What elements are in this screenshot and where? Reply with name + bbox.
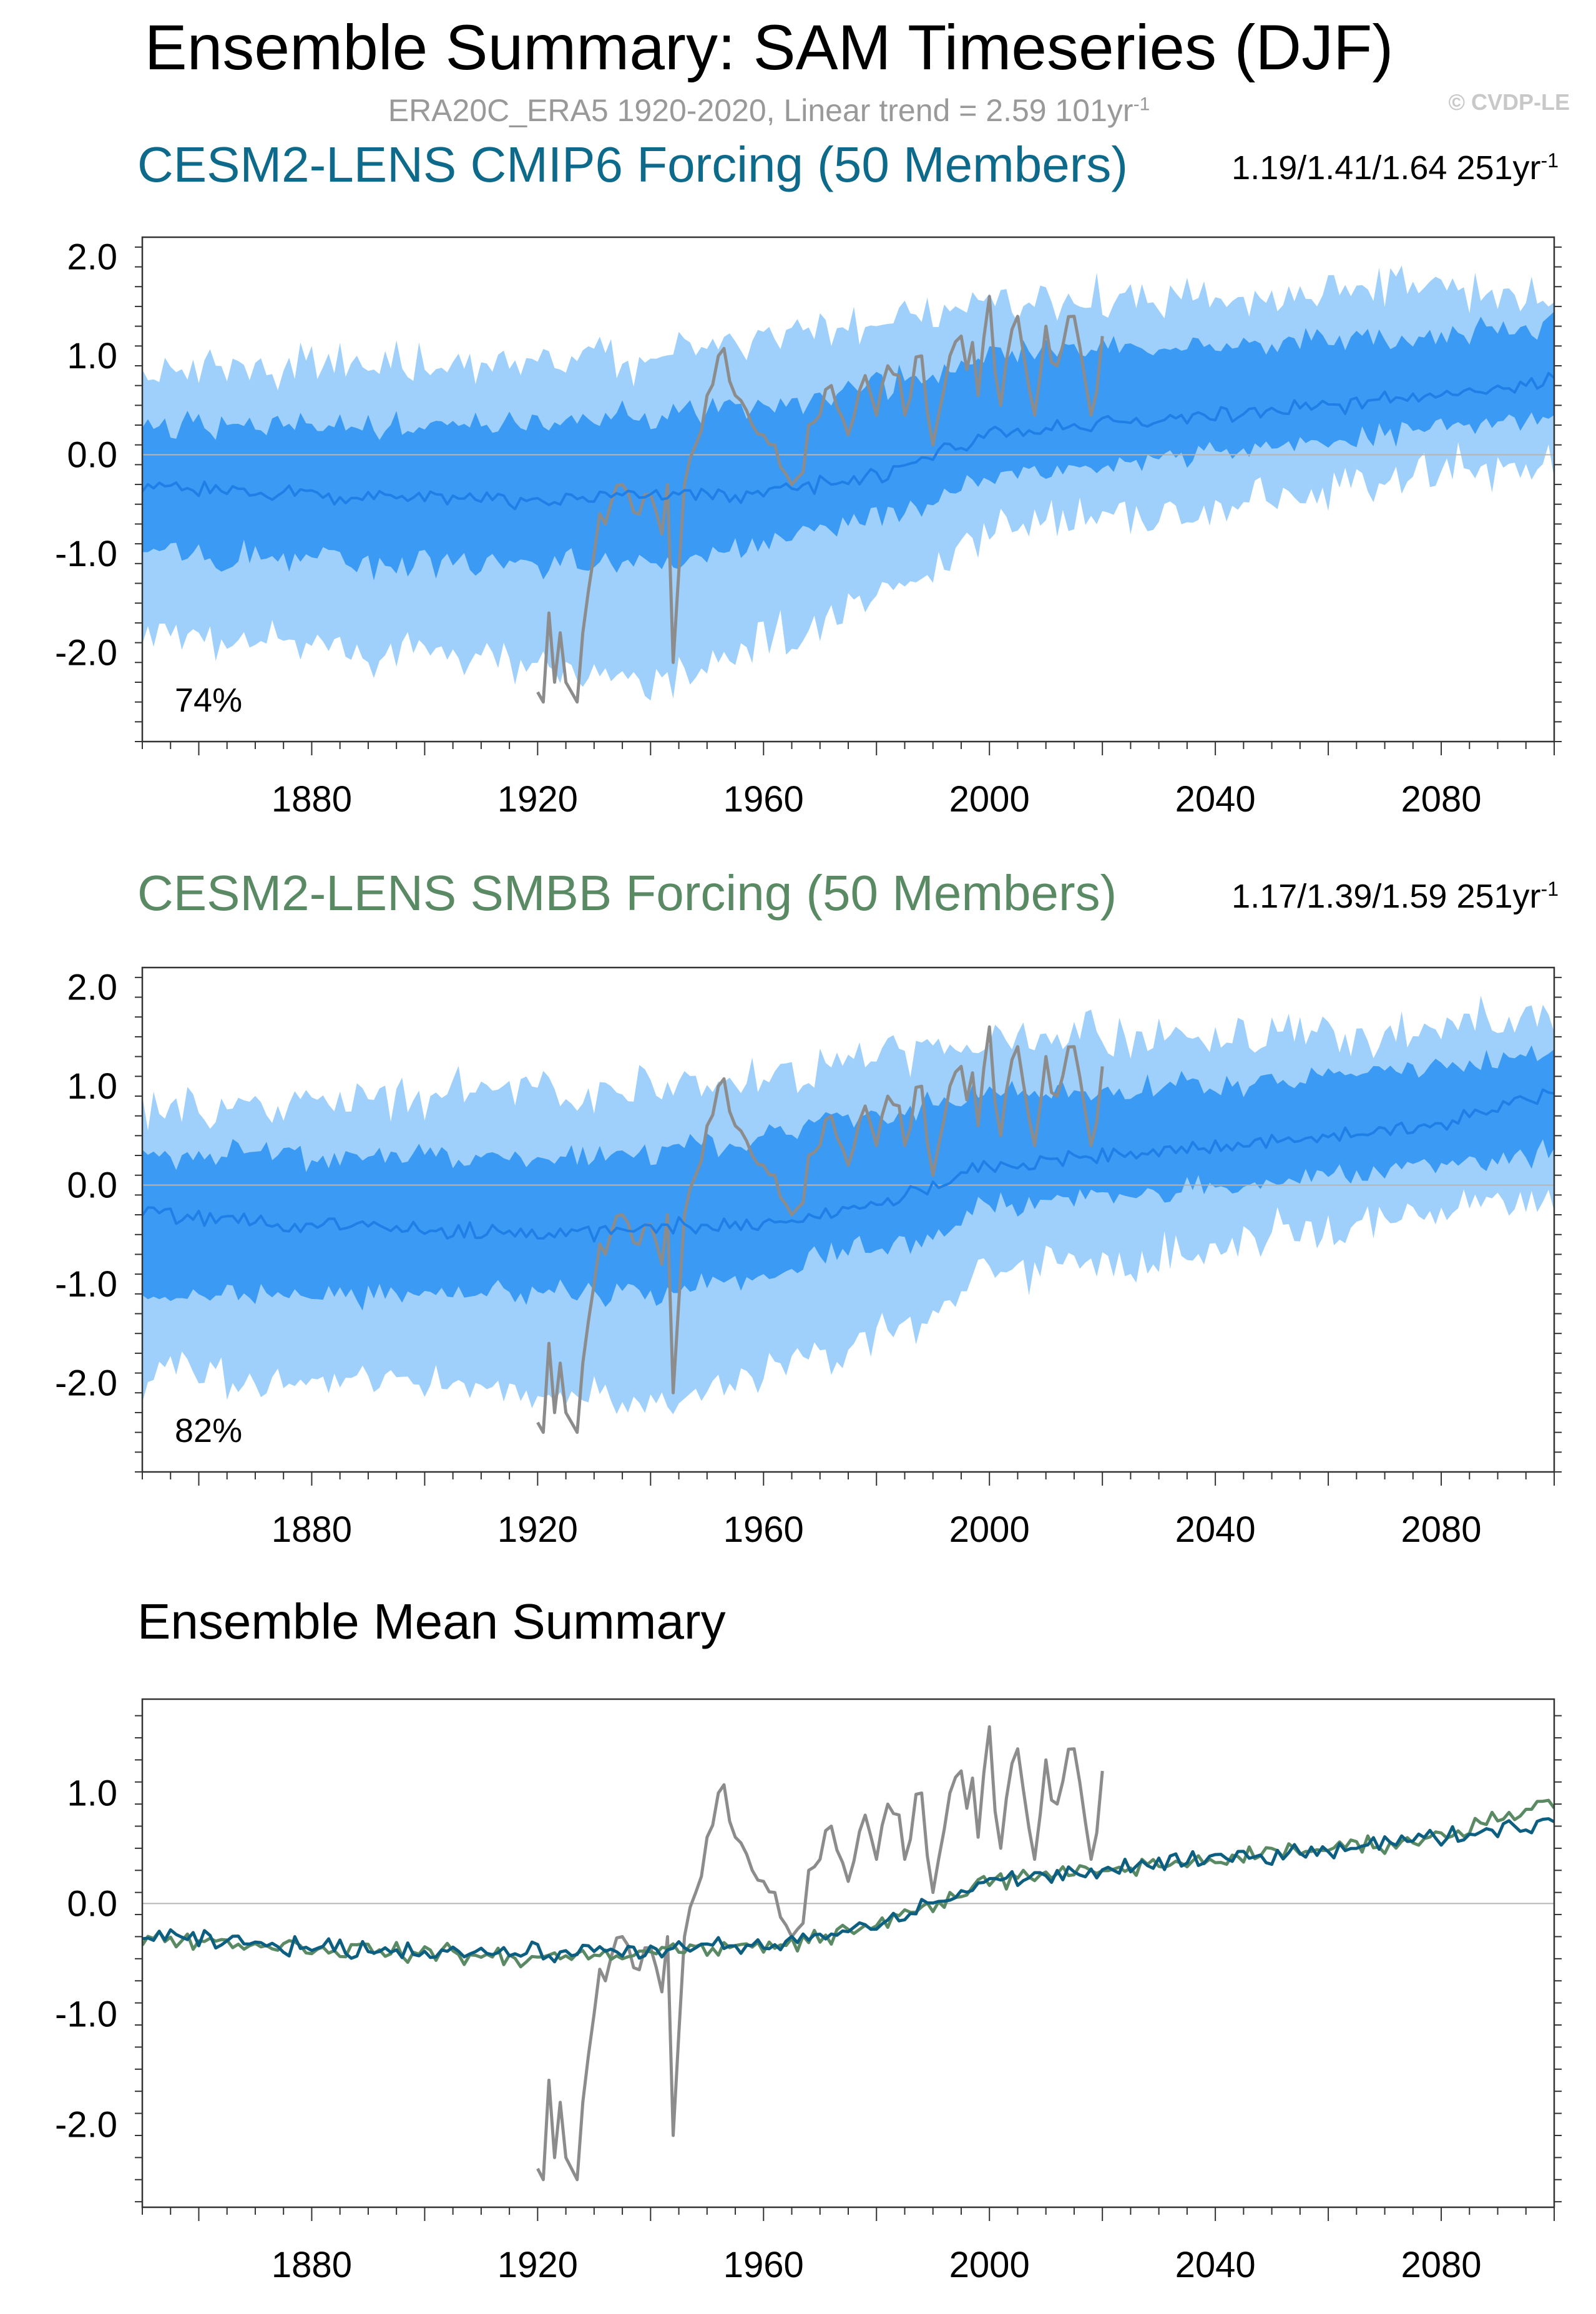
y-tick-label: -2.0 xyxy=(55,2104,117,2145)
y-tick-label: -1.0 xyxy=(55,1264,117,1305)
x-tick-label: 2040 xyxy=(1175,1509,1256,1550)
x-tick-label: 1960 xyxy=(723,2245,804,2285)
panel2-plot: 1880 1920 1960 2000 2040 2080 2.0 1.0 0.0 -1.0 -2.… xyxy=(55,966,1562,1550)
panel3-frame xyxy=(141,1698,1555,2209)
x-tick-label: 1960 xyxy=(723,1509,804,1550)
panel1-stats: 1.19/1.41/1.64 251yr-1 xyxy=(1231,149,1559,187)
y-tick-label: 0.0 xyxy=(67,435,117,476)
y-tick-label: -1.0 xyxy=(55,1994,117,2034)
y-tick-label: -1.0 xyxy=(55,534,117,574)
x-tick-label: 1880 xyxy=(272,779,352,820)
panel1-stats-text: 1.19/1.41/1.64 251yr xyxy=(1231,149,1541,187)
y-tick-label: -2.0 xyxy=(55,1363,117,1403)
x-tick-label: 2000 xyxy=(949,2245,1030,2285)
panel2-percent-label: 82% xyxy=(175,1412,242,1449)
x-tick-label: 2080 xyxy=(1401,2245,1482,2285)
x-tick-label: 1880 xyxy=(272,1509,352,1550)
x-tick-label: 1960 xyxy=(723,779,804,820)
observations-line xyxy=(536,1725,1104,2182)
subtitle: ERA20C_ERA5 1920-2020, Linear trend = 2.… xyxy=(0,92,1538,129)
panel2-title: CESM2-LENS SMBB Forcing (50 Members) xyxy=(137,865,1117,921)
ensemble-inner-band xyxy=(142,1045,1554,1311)
x-tick-label: 1920 xyxy=(497,1509,578,1550)
x-tick-label: 1920 xyxy=(497,2245,578,2285)
x-tick-label: 2080 xyxy=(1401,779,1482,820)
y-tick-label: 2.0 xyxy=(67,968,117,1008)
x-tick-label: 2080 xyxy=(1401,1509,1482,1550)
subtitle-exponent: -1 xyxy=(1133,94,1150,115)
panel2-data xyxy=(142,996,1554,1434)
panel1-plot: 1880 1920 1960 2000 2040 2080 2.0 1.0 0.0 -1.0 -2.… xyxy=(55,236,1562,820)
x-tick-label: 1920 xyxy=(497,779,578,820)
panel1-percent-label: 74% xyxy=(175,682,242,719)
panel2-stats-exponent: -1 xyxy=(1540,878,1559,900)
y-tick-label: 1.0 xyxy=(67,1773,117,1813)
main-title: Ensemble Summary: SAM Timeseries (DJF) xyxy=(144,12,1394,83)
observations-line xyxy=(536,295,1104,704)
y-tick-label: 2.0 xyxy=(67,237,117,278)
watermark: © CVDP-LE xyxy=(1448,89,1570,115)
observations-line xyxy=(536,1025,1104,1434)
x-tick-label: 1880 xyxy=(272,2245,352,2285)
ensemble-mean-line xyxy=(142,1088,1554,1243)
y-tick-label: -2.0 xyxy=(55,632,117,673)
y-tick-label: 0.0 xyxy=(67,1165,117,1206)
x-tick-label: 2040 xyxy=(1175,2245,1256,2285)
ensemble-inner-band xyxy=(142,311,1554,581)
panel2-stats: 1.17/1.39/1.59 251yr-1 xyxy=(1231,877,1559,916)
x-tick-label: 2000 xyxy=(949,1509,1030,1550)
y-tick-label: 1.0 xyxy=(67,336,117,376)
panel3-plot: 1880 1920 1960 2000 2040 2080 1.0 0.0 -1.0 -2.0 xyxy=(55,1698,1562,2285)
panel1-stats-exponent: -1 xyxy=(1540,149,1559,172)
y-tick-label: 0.0 xyxy=(67,1883,117,1924)
smbb-mean-line xyxy=(142,1798,1554,1969)
panel2-stats-text: 1.17/1.39/1.59 251yr xyxy=(1231,878,1541,915)
panel1-title: CESM2-LENS CMIP6 Forcing (50 Members) xyxy=(137,137,1128,192)
panel3-title: Ensemble Mean Summary xyxy=(137,1594,726,1649)
x-tick-label: 2000 xyxy=(949,779,1030,820)
panel3-data xyxy=(142,1725,1554,2182)
subtitle-text: ERA20C_ERA5 1920-2020, Linear trend = 2.… xyxy=(388,93,1133,128)
x-tick-label: 2040 xyxy=(1175,779,1256,820)
panel1-data xyxy=(142,265,1554,704)
cmip6-mean-line xyxy=(142,1817,1554,1964)
y-tick-label: 1.0 xyxy=(67,1066,117,1107)
ensemble-mean-line xyxy=(142,371,1554,511)
